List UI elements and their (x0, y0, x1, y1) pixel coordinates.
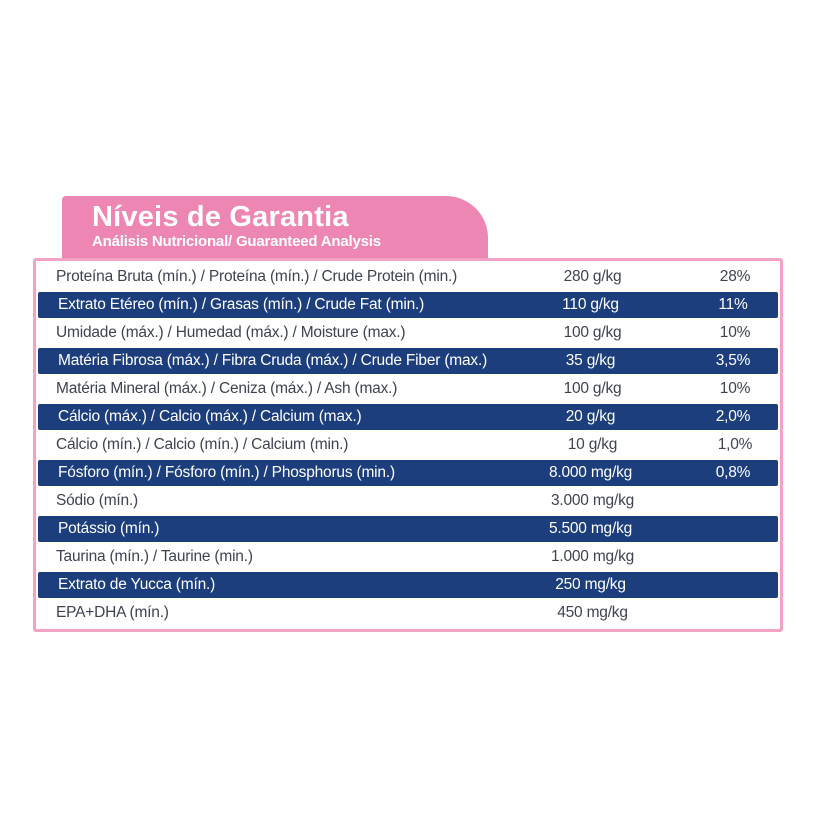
table-row: EPA+DHA (mín.) 450 mg/kg (36, 599, 780, 627)
nutrient-value: 450 mg/kg (557, 604, 628, 621)
table-row: Cálcio (mín.) / Calcio (mín.) / Calcium … (36, 431, 780, 459)
nutrient-percent: 1,0% (717, 436, 753, 453)
table-row: Extrato Etéreo (mín.) / Grasas (mín.) / … (38, 292, 778, 318)
table-row: Potássio (mín.) 5.500 mg/kg (38, 516, 778, 542)
header-subtitle: Análisis Nutricional/ Guaranteed Analysi… (92, 233, 381, 250)
nutrient-value: 250 mg/kg (555, 576, 626, 593)
nutrient-percent: 10% (719, 380, 751, 397)
table-row: Taurina (mín.) / Taurine (min.) 1.000 mg/… (36, 543, 780, 571)
table-row: Sódio (mín.) 3.000 mg/kg (36, 487, 780, 515)
nutrient-label: EPA+DHA (mín.) (56, 604, 169, 621)
nutrient-value: 1.000 mg/kg (550, 548, 635, 565)
nutrient-value: 8.000 mg/kg (548, 464, 633, 481)
nutrient-value: 280 g/kg (563, 268, 622, 285)
nutrient-label: Extrato Etéreo (mín.) / Grasas (mín.) / … (58, 296, 425, 313)
nutrient-value: 10 g/kg (567, 436, 618, 453)
nutrient-value: 110 g/kg (562, 296, 619, 313)
nutrient-label: Umidade (máx.) / Humedad (máx.) / Moistu… (56, 324, 406, 341)
table-row: Extrato de Yucca (mín.) 250 mg/kg (38, 572, 778, 598)
nutrient-value: 100 g/kg (563, 380, 622, 397)
table-row: Umidade (máx.) / Humedad (máx.) / Moistu… (36, 319, 780, 347)
table-row: Fósforo (mín.) / Fósforo (mín.) / Phosph… (38, 460, 778, 486)
nutrient-percent: 11% (718, 296, 748, 313)
table-row: Cálcio (máx.) / Calcio (máx.) / Calcium … (38, 404, 778, 430)
guarantee-header-banner: Níveis de Garantia Análisis Nutricional/… (62, 196, 488, 258)
table-row: Matéria Mineral (máx.) / Ceniza (máx.) /… (36, 375, 780, 403)
nutrient-value: 5.500 mg/kg (548, 520, 633, 537)
table-row: Proteína Bruta (mín.) / Proteína (mín.) … (36, 263, 780, 291)
nutrient-label: Taurina (mín.) / Taurine (min.) (56, 548, 253, 565)
nutrient-value: 20 g/kg (565, 408, 616, 425)
nutrient-label: Extrato de Yucca (mín.) (58, 576, 216, 593)
nutrient-label: Matéria Fibrosa (máx.) / Fibra Cruda (má… (58, 352, 488, 369)
nutrient-percent: 2,0% (715, 408, 751, 425)
nutrient-label: Cálcio (máx.) / Calcio (máx.) / Calcium … (58, 408, 362, 425)
header-title: Níveis de Garantia (92, 201, 349, 233)
nutrient-percent: 3,5% (715, 352, 751, 369)
nutrient-label: Matéria Mineral (máx.) / Ceniza (máx.) /… (56, 380, 398, 397)
nutrient-value: 3.000 mg/kg (550, 492, 635, 509)
nutrient-value: 100 g/kg (563, 324, 622, 341)
nutrient-label: Potássio (mín.) (58, 520, 160, 537)
nutrient-value: 35 g/kg (565, 352, 616, 369)
nutrient-label: Fósforo (mín.) / Fósforo (mín.) / Phosph… (58, 464, 395, 481)
nutrient-label: Proteína Bruta (mín.) / Proteína (mín.) … (56, 268, 458, 285)
nutrient-label: Sódio (mín.) (56, 492, 139, 509)
nutrient-percent: 28% (719, 268, 751, 285)
nutrient-percent: 0,8% (715, 464, 751, 481)
nutrient-label: Cálcio (mín.) / Calcio (mín.) / Calcium … (56, 436, 349, 453)
table-row: Matéria Fibrosa (máx.) / Fibra Cruda (má… (38, 348, 778, 374)
nutrient-percent: 10% (719, 324, 751, 341)
guaranteed-analysis-table: Proteína Bruta (mín.) / Proteína (mín.) … (33, 258, 783, 632)
